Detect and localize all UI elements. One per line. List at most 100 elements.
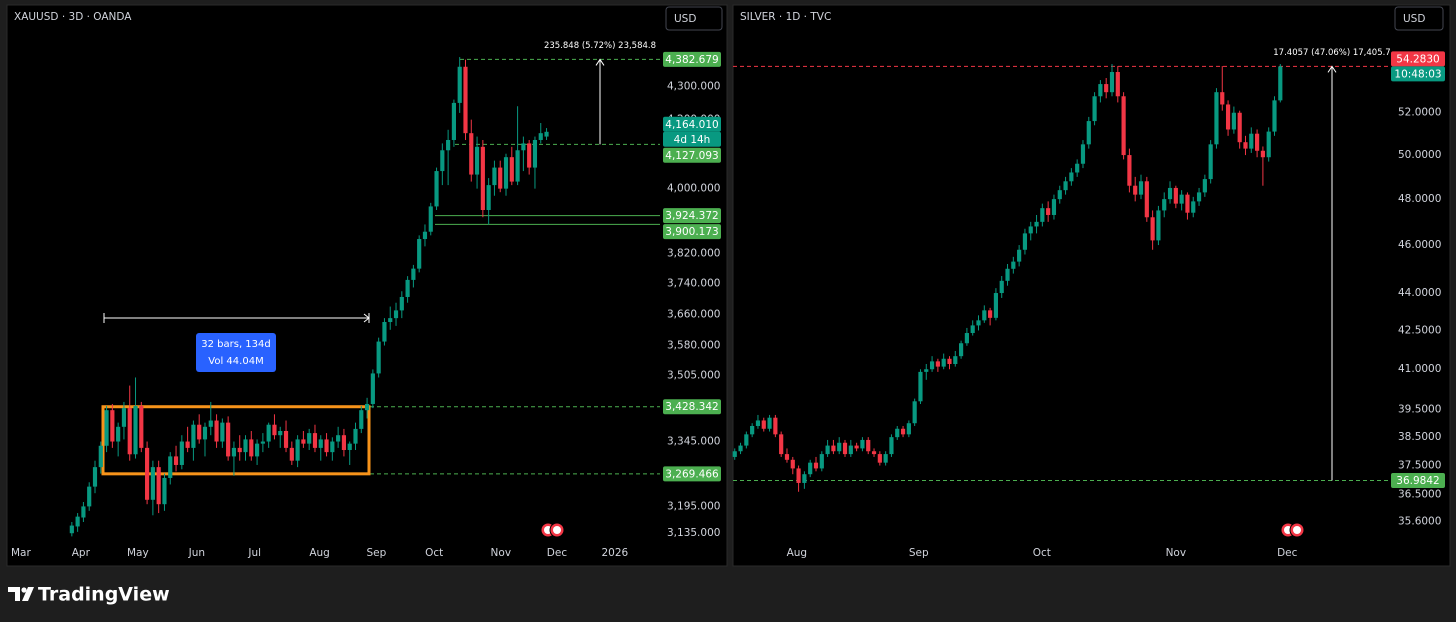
brand-name: TradingView — [38, 584, 170, 606]
candle-body — [1011, 261, 1016, 269]
candle-body — [744, 434, 749, 446]
candle-body — [1272, 100, 1277, 132]
candle-body — [1075, 163, 1080, 173]
candle-body — [1243, 142, 1248, 149]
logo-mark — [8, 587, 34, 601]
candle-body — [738, 445, 743, 452]
candle-body — [883, 454, 888, 463]
range-info-box — [196, 333, 276, 372]
candle-body — [929, 361, 935, 370]
candle-body — [924, 369, 929, 372]
candle-body — [1022, 233, 1028, 250]
y-tick-label: 44.0000 — [1398, 287, 1441, 299]
y-tick-label: 4,000.000 — [667, 183, 720, 195]
candle-body — [139, 406, 144, 448]
y-tick-label: 48.0000 — [1398, 193, 1441, 205]
x-tick-label: Aug — [309, 547, 330, 559]
candle-body — [1133, 185, 1138, 195]
candle-body — [1162, 199, 1167, 211]
candle-body — [750, 425, 755, 435]
candle-body — [802, 474, 807, 483]
currency-button[interactable] — [665, 6, 723, 31]
candle-body — [283, 430, 289, 448]
candle-body — [1098, 84, 1103, 97]
candle-body — [498, 167, 503, 189]
y-tick-label: 3,195.000 — [667, 500, 720, 512]
currency-button[interactable] — [1394, 6, 1444, 31]
x-tick-label: Oct — [1033, 547, 1051, 559]
price-tag-sublabel: 4d 14h — [674, 134, 711, 146]
candle-body — [999, 280, 1004, 294]
candle-body — [440, 150, 445, 172]
logo-dot — [21, 587, 27, 593]
candle-body — [278, 430, 283, 436]
candle-body — [1069, 172, 1074, 182]
candle-body — [307, 433, 312, 444]
price-tag — [663, 399, 721, 415]
candle-body — [243, 439, 248, 453]
candle-body — [214, 420, 219, 442]
candle-body — [1057, 190, 1062, 200]
candle-body — [970, 325, 975, 334]
candle-body — [906, 423, 911, 435]
candle-body — [185, 441, 190, 448]
candle-body — [191, 424, 196, 448]
candle-body — [266, 424, 271, 442]
candle-body — [947, 358, 952, 364]
price-tag-label: 3,900.173 — [665, 226, 718, 238]
y-tick-label: 50.0000 — [1398, 149, 1441, 161]
y-tick-label: 35.6000 — [1398, 516, 1441, 528]
candle-body — [732, 451, 737, 457]
price-tag-label: 3,269.466 — [665, 468, 719, 480]
candle-body — [434, 171, 439, 207]
brand-logo: TradingView — [8, 584, 170, 606]
candle-body — [492, 167, 497, 186]
flag-icon-inner — [553, 526, 561, 534]
candle-body — [220, 422, 225, 442]
price-tag-sublabel: 10:48:03 — [1394, 68, 1441, 80]
candle-body — [1080, 144, 1086, 164]
candle-body — [399, 296, 404, 311]
y-tick-label: 3,580.000 — [667, 340, 720, 352]
candle-body — [359, 410, 364, 429]
x-tick-label: 2026 — [601, 547, 628, 559]
candle-body — [538, 133, 543, 140]
candle-body — [463, 66, 468, 134]
candle-body — [202, 426, 208, 440]
currency-label[interactable]: USD — [674, 13, 696, 25]
candle-body — [446, 139, 451, 151]
range-box — [101, 405, 371, 476]
candle-body — [521, 143, 526, 151]
range-info-text: 32 bars, 134d — [201, 339, 271, 350]
x-tick-label: Aug — [787, 547, 808, 559]
candle-body — [116, 426, 121, 442]
candle-body — [1005, 268, 1010, 281]
price-tag — [1391, 472, 1445, 488]
candle-body — [249, 439, 254, 457]
candle-body — [347, 443, 352, 451]
price-tag-label: 3,428.342 — [665, 401, 718, 413]
price-tag-sub — [1391, 66, 1445, 82]
candle-body — [289, 447, 294, 461]
price-tag-label: 54.2830 — [1396, 53, 1439, 65]
candle-body — [976, 320, 981, 326]
candle-body — [469, 133, 474, 175]
candle-body — [784, 454, 790, 460]
candle-body — [871, 451, 877, 455]
x-tick-label: Sep — [366, 547, 386, 559]
candle-body — [87, 486, 92, 507]
candle-body — [104, 410, 109, 446]
candle-body — [364, 403, 370, 411]
measure-label: 17.4057 (47.06%) 17,405.7 — [1273, 48, 1390, 58]
candle-body — [941, 358, 946, 367]
candle-body — [1266, 131, 1271, 158]
measure-label: 235.848 (5.72%) 23,584.8 — [544, 41, 656, 51]
y-tick-label: 3,505.000 — [667, 369, 720, 381]
currency-label[interactable]: USD — [1403, 13, 1425, 25]
candle-body — [330, 441, 335, 453]
candle-body — [1063, 181, 1068, 191]
candle-body — [509, 157, 514, 182]
price-tag — [663, 208, 721, 224]
y-tick-label: 3,135.000 — [667, 527, 720, 539]
